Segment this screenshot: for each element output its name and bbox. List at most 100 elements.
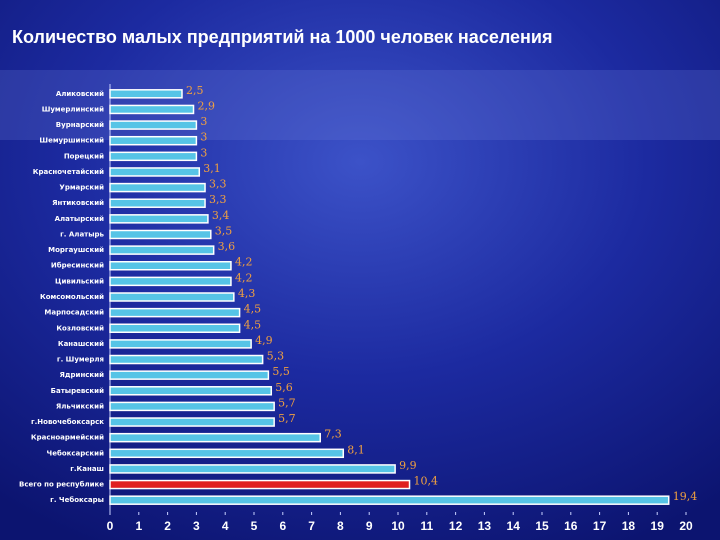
bar [109, 245, 215, 255]
value-label: 4,2 [235, 271, 253, 284]
bar [109, 339, 252, 349]
category-label: Всего по республике [19, 481, 104, 489]
bar [109, 401, 275, 412]
category-label: Порецкий [64, 152, 104, 160]
value-label: 3,3 [209, 178, 227, 191]
bar [109, 198, 206, 208]
bar [109, 229, 212, 240]
x-tick-label: 4 [222, 519, 229, 533]
bar [109, 432, 321, 443]
value-label: 3,4 [212, 209, 230, 222]
value-label: 10,4 [414, 475, 439, 488]
bar [109, 479, 411, 490]
x-tick-label: 3 [193, 519, 200, 533]
category-label: г.Новочебоксарск [31, 418, 104, 426]
value-label: 7,3 [324, 428, 342, 441]
category-label: Марпосадский [44, 309, 104, 317]
x-tick-label: 5 [251, 519, 258, 533]
value-label: 3,6 [218, 240, 236, 253]
category-label: г. Шумерля [57, 356, 104, 364]
x-tick-label: 20 [679, 519, 693, 533]
category-label: Козловский [56, 324, 104, 332]
bar [109, 151, 198, 162]
value-label: 4,9 [255, 334, 273, 347]
category-label: Моргаушский [48, 246, 104, 254]
value-label: 19,4 [673, 490, 698, 503]
city-backdrop [0, 70, 720, 140]
x-tick-label: 11 [420, 519, 433, 533]
value-label: 3,1 [203, 162, 221, 175]
x-tick-label: 18 [622, 519, 636, 533]
bar [109, 276, 232, 287]
value-label: 5,5 [272, 365, 290, 378]
category-label: Батыревский [51, 387, 104, 395]
category-label: Ядринский [59, 371, 104, 379]
x-tick-label: 15 [535, 519, 549, 533]
x-tick-label: 6 [279, 519, 286, 533]
x-tick-label: 12 [449, 519, 463, 533]
x-tick-label: 7 [308, 519, 315, 533]
value-label: 2,5 [186, 84, 204, 97]
category-label: Комсомольский [40, 293, 104, 301]
category-label: Чебоксарский [47, 449, 105, 457]
bar [109, 260, 232, 271]
category-label: Урмарский [59, 184, 104, 192]
x-tick-label: 14 [507, 519, 521, 533]
value-label: 3 [200, 146, 207, 159]
x-tick-label: 17 [593, 519, 607, 533]
category-label: Канашский [58, 340, 104, 348]
value-label: 4,3 [238, 287, 256, 300]
bar [109, 182, 206, 193]
bar [109, 104, 195, 115]
value-label: 3,3 [209, 193, 227, 206]
x-tick-label: 2 [164, 519, 171, 533]
value-label: 2,9 [198, 99, 216, 112]
x-tick-label: 8 [337, 519, 344, 533]
category-label: Ибресинский [51, 262, 104, 270]
category-label: Вурнарский [56, 121, 104, 129]
value-label: 4,5 [244, 318, 262, 331]
category-label: Шумерлинский [42, 105, 104, 113]
bar [109, 370, 270, 380]
category-label: Аликовский [56, 90, 104, 98]
x-tick-label: 1 [135, 519, 142, 533]
bar [109, 354, 264, 365]
bar [109, 495, 670, 505]
x-tick-label: 16 [564, 519, 578, 533]
category-label: Шемуршинский [39, 137, 104, 145]
bar [109, 292, 235, 302]
value-label: 8,1 [347, 443, 365, 456]
category-label: Яльчикский [56, 402, 104, 410]
value-label: 5,7 [278, 412, 296, 425]
value-label: 3 [200, 131, 207, 144]
bar [109, 214, 209, 224]
chart-title: Количество малых предприятий на 1000 чел… [12, 27, 552, 47]
bar [109, 464, 396, 474]
category-label: Цивильский [55, 277, 104, 285]
x-tick-label: 19 [651, 519, 665, 533]
value-label: 9,9 [399, 459, 417, 472]
value-label: 5,3 [267, 350, 285, 363]
bar [109, 120, 198, 130]
value-label: 3,5 [215, 224, 233, 237]
category-label: Янтиковский [52, 199, 104, 207]
bar [109, 89, 183, 99]
category-label: г. Алатырь [60, 230, 104, 238]
bar [109, 386, 273, 396]
x-tick-label: 13 [478, 519, 492, 533]
category-label: г. Чебоксары [50, 496, 104, 504]
bar [109, 323, 241, 334]
category-label: Красноармейский [31, 434, 104, 442]
x-tick-label: 0 [107, 519, 114, 533]
value-label: 5,6 [275, 381, 293, 394]
x-tick-label: 10 [391, 519, 405, 533]
bar [109, 448, 345, 459]
value-label: 4,2 [235, 256, 253, 269]
value-label: 4,5 [244, 303, 262, 316]
category-label: Алатырский [55, 215, 104, 223]
bar [109, 417, 275, 427]
category-label: Красночетайский [33, 168, 104, 176]
x-tick-label: 9 [366, 519, 373, 533]
